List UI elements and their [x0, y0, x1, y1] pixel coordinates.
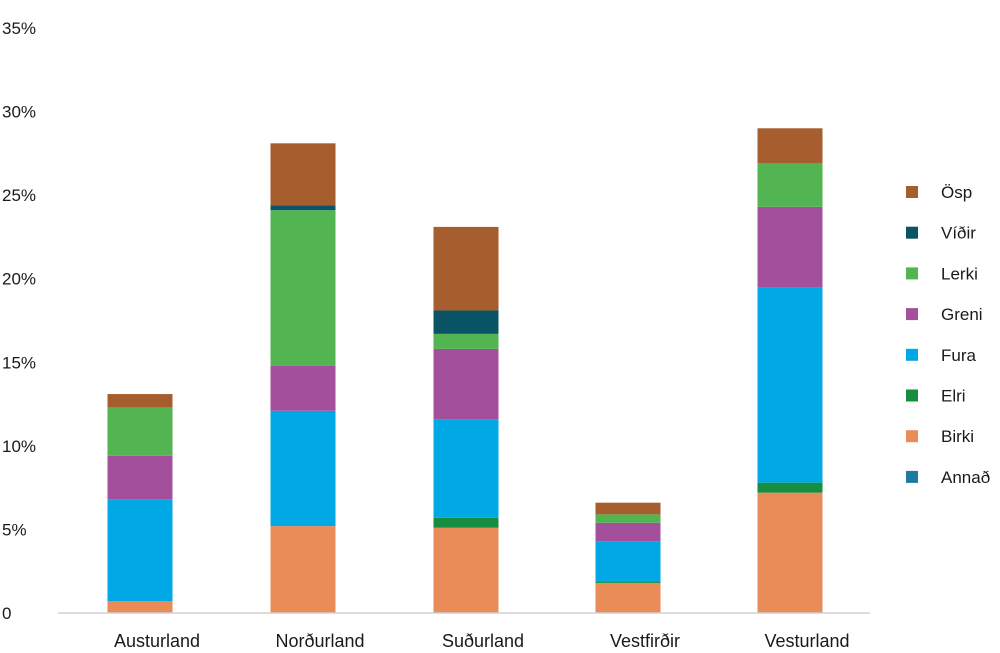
bar-segment — [270, 365, 336, 411]
bar-stack — [433, 226, 499, 613]
bar-segment — [270, 526, 336, 613]
bar-segment — [433, 348, 499, 420]
bars — [107, 128, 823, 613]
bar-segment — [433, 226, 499, 311]
legend-item: Annað — [906, 468, 990, 487]
bar-segment — [757, 128, 823, 164]
bar-stack — [270, 143, 336, 613]
bar-segment — [270, 205, 336, 211]
bar-segment — [107, 407, 173, 456]
x-tick-label: Vestfirðir — [610, 631, 680, 651]
y-tick-label: 0 — [2, 604, 11, 623]
bar-segment — [433, 333, 499, 349]
bar-segment — [270, 210, 336, 366]
bar-segment — [270, 143, 336, 206]
legend-swatch — [906, 308, 918, 321]
bar-segment — [757, 492, 823, 613]
bar-segment — [433, 527, 499, 613]
legend-item: Elri — [906, 387, 966, 406]
legend-label: Fura — [941, 346, 977, 365]
bar-stack — [757, 128, 823, 613]
x-tick-label: Austurland — [114, 631, 200, 651]
y-tick-label: 20% — [2, 270, 36, 289]
bar-segment — [270, 410, 336, 527]
bar-segment — [595, 541, 661, 582]
bar-segment — [107, 601, 173, 613]
x-tick-label: Suðurland — [442, 631, 524, 651]
bar-segment — [107, 499, 173, 602]
bar-segment — [595, 502, 661, 515]
bar-segment — [433, 310, 499, 334]
legend-swatch — [906, 348, 918, 361]
bar-segment — [107, 455, 173, 500]
bar-segment — [107, 394, 173, 408]
bar-stack — [107, 394, 173, 613]
legend-label: Annað — [941, 468, 990, 487]
bar-segment — [757, 287, 823, 483]
y-tick-label: 5% — [2, 520, 27, 539]
bar-segment — [595, 581, 661, 583]
bar-segment — [757, 206, 823, 288]
legend-label: Elri — [941, 387, 966, 406]
bar-segment — [757, 163, 823, 207]
y-tick-label: 10% — [2, 437, 36, 456]
legend-label: Víðir — [941, 224, 976, 243]
bar-segment — [757, 482, 823, 493]
x-tick-label: Norðurland — [275, 631, 364, 651]
legend-label: Ösp — [941, 183, 972, 202]
y-tick-label: 35% — [2, 19, 36, 38]
y-tick-label: 30% — [2, 103, 36, 122]
bar-segment — [595, 514, 661, 523]
bar-segment — [595, 522, 661, 542]
legend-swatch — [906, 430, 918, 443]
y-axis: 0 5% 10% 15% 20% 25% 30% 35% — [2, 19, 36, 623]
legend-item: Ösp — [906, 183, 972, 202]
bar-segment — [433, 517, 499, 528]
legend-swatch — [906, 186, 918, 198]
legend-item: Lerki — [906, 264, 978, 283]
bar-segment — [595, 582, 661, 613]
bar-segment — [433, 419, 499, 518]
legend-item: Fura — [906, 346, 977, 365]
legend-item: Birki — [906, 427, 974, 446]
x-tick-label: Vesturland — [764, 631, 849, 651]
y-tick-label: 15% — [2, 353, 36, 372]
legend: Ösp Víðir Lerki Greni Fura Elri Birki Annað — [906, 183, 990, 487]
legend-label: Greni — [941, 305, 983, 324]
legend-swatch — [906, 470, 918, 483]
legend-item: Greni — [906, 305, 983, 324]
legend-swatch — [906, 389, 918, 402]
y-tick-label: 25% — [2, 186, 36, 205]
legend-label: Birki — [941, 427, 974, 446]
legend-swatch — [906, 267, 918, 280]
legend-swatch — [906, 226, 918, 239]
bar-stack — [595, 502, 661, 613]
x-axis: Austurland Norðurland Suðurland Vestfirðir V… — [114, 631, 850, 651]
legend-item: Víðir — [906, 224, 976, 243]
legend-label: Lerki — [941, 264, 978, 283]
